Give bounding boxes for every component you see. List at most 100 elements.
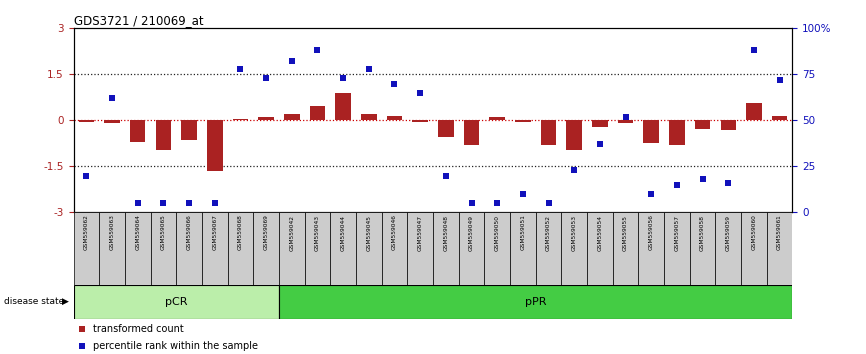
- Point: [105, 96, 119, 101]
- Bar: [305, 212, 330, 285]
- Bar: [566, 120, 582, 149]
- Bar: [207, 120, 223, 171]
- Text: GSM559067: GSM559067: [212, 215, 217, 250]
- Bar: [515, 120, 531, 122]
- Text: GSM559062: GSM559062: [84, 215, 89, 250]
- Bar: [561, 212, 587, 285]
- Point: [644, 191, 658, 197]
- Point: [80, 173, 94, 178]
- Text: disease state: disease state: [4, 297, 65, 306]
- Bar: [536, 212, 561, 285]
- Text: percentile rank within the sample: percentile rank within the sample: [93, 341, 258, 351]
- Point: [182, 200, 196, 206]
- Bar: [156, 120, 171, 149]
- Point: [388, 81, 402, 86]
- Text: pCR: pCR: [165, 297, 188, 307]
- Text: GSM559047: GSM559047: [417, 215, 423, 251]
- Bar: [643, 120, 659, 143]
- Bar: [746, 103, 761, 120]
- Bar: [382, 212, 407, 285]
- Text: GSM559044: GSM559044: [340, 215, 346, 251]
- Bar: [228, 212, 253, 285]
- Text: GSM559051: GSM559051: [520, 215, 526, 250]
- Bar: [407, 212, 433, 285]
- Text: GSM559063: GSM559063: [110, 215, 114, 250]
- Bar: [387, 116, 402, 120]
- Point: [208, 200, 222, 206]
- Text: GSM559066: GSM559066: [187, 215, 191, 250]
- Bar: [177, 212, 202, 285]
- Point: [75, 326, 89, 331]
- Point: [695, 176, 709, 182]
- Text: GSM559054: GSM559054: [598, 215, 603, 251]
- Point: [362, 66, 376, 72]
- Bar: [664, 212, 689, 285]
- Point: [541, 200, 555, 206]
- Text: GSM559043: GSM559043: [315, 215, 320, 251]
- Point: [490, 200, 504, 206]
- Bar: [284, 114, 300, 120]
- Bar: [772, 116, 787, 120]
- Bar: [715, 212, 741, 285]
- Point: [131, 200, 145, 206]
- Text: pPR: pPR: [525, 297, 546, 307]
- Text: GSM559060: GSM559060: [752, 215, 756, 250]
- Text: GSM559048: GSM559048: [443, 215, 449, 251]
- Point: [567, 167, 581, 173]
- Bar: [310, 105, 326, 120]
- Bar: [335, 93, 351, 120]
- Point: [670, 182, 684, 188]
- Text: GSM559050: GSM559050: [494, 215, 500, 251]
- Point: [157, 200, 171, 206]
- Text: GSM559056: GSM559056: [649, 215, 654, 250]
- Bar: [766, 212, 792, 285]
- Point: [234, 66, 248, 72]
- Bar: [669, 120, 684, 145]
- Text: GSM559042: GSM559042: [289, 215, 294, 251]
- Bar: [484, 212, 510, 285]
- Bar: [433, 212, 459, 285]
- Bar: [587, 212, 612, 285]
- Text: GSM559058: GSM559058: [700, 215, 705, 251]
- Bar: [356, 212, 382, 285]
- Bar: [125, 212, 151, 285]
- Bar: [510, 212, 536, 285]
- Bar: [721, 120, 736, 130]
- Bar: [182, 120, 197, 140]
- Point: [721, 180, 735, 186]
- Point: [747, 47, 761, 53]
- Bar: [361, 114, 377, 120]
- Bar: [689, 212, 715, 285]
- Bar: [279, 212, 305, 285]
- Text: ▶: ▶: [62, 297, 69, 306]
- Bar: [258, 117, 274, 120]
- Text: GSM559055: GSM559055: [623, 215, 628, 251]
- Text: GSM559059: GSM559059: [726, 215, 731, 251]
- Text: GSM559046: GSM559046: [392, 215, 397, 250]
- Point: [772, 77, 786, 83]
- Point: [593, 142, 607, 147]
- Text: GSM559069: GSM559069: [263, 215, 268, 250]
- Point: [311, 47, 325, 53]
- Bar: [202, 212, 228, 285]
- Bar: [489, 117, 505, 120]
- Bar: [105, 120, 120, 124]
- Bar: [253, 212, 279, 285]
- Bar: [279, 285, 792, 319]
- Bar: [130, 120, 145, 142]
- Text: GSM559052: GSM559052: [546, 215, 551, 251]
- Point: [618, 114, 632, 120]
- Point: [413, 90, 427, 96]
- Bar: [638, 212, 664, 285]
- Text: GDS3721 / 210069_at: GDS3721 / 210069_at: [74, 14, 204, 27]
- Bar: [100, 212, 125, 285]
- Bar: [330, 212, 356, 285]
- Point: [285, 59, 299, 64]
- Bar: [233, 119, 249, 120]
- Bar: [74, 285, 279, 319]
- Bar: [74, 212, 100, 285]
- Bar: [617, 120, 633, 123]
- Bar: [612, 212, 638, 285]
- Bar: [79, 120, 94, 122]
- Point: [75, 343, 89, 349]
